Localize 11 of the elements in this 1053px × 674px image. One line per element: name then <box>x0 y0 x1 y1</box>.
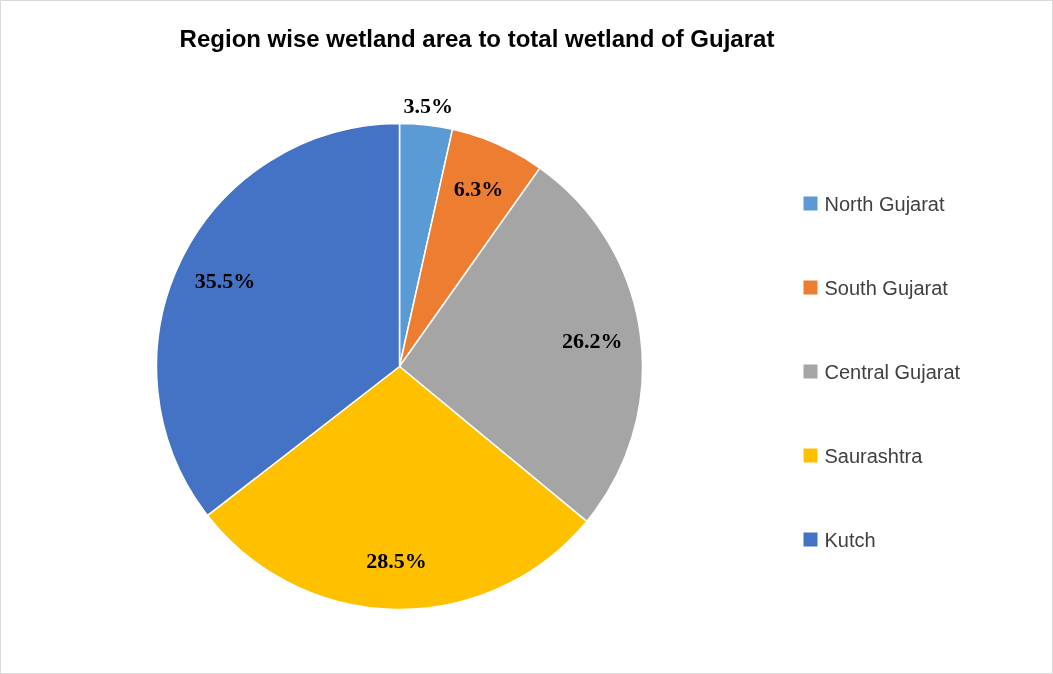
data-label: 35.5% <box>194 268 256 294</box>
data-label: 26.2% <box>561 328 623 354</box>
chart-title: Region wise wetland area to total wetland of Gujarat <box>179 25 775 52</box>
data-label: 28.5% <box>366 548 427 574</box>
data-label: 3.5% <box>403 93 454 119</box>
legend-label: Central Gujarat <box>824 360 961 383</box>
legend-label: Kutch <box>824 528 876 551</box>
legend-label: North Gujarat <box>824 192 945 215</box>
legend-label: Saurashtra <box>824 444 924 467</box>
data-label: 6.3% <box>453 176 504 202</box>
legend-label: South Gujarat <box>824 276 949 299</box>
